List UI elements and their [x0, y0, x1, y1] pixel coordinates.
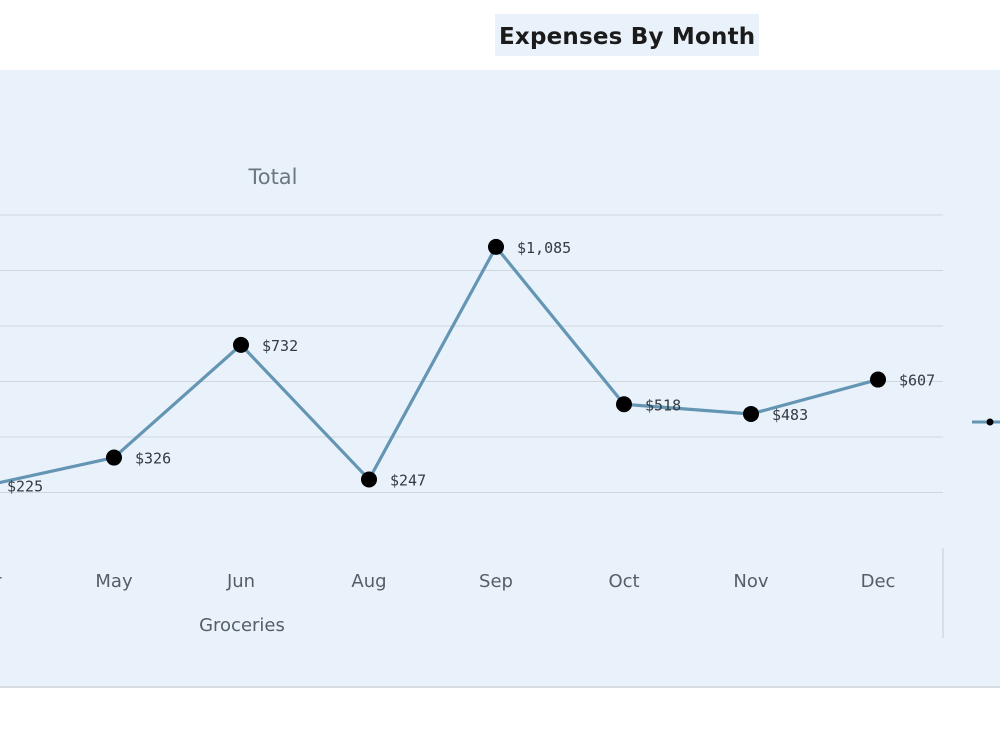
data-point-oct: [616, 396, 632, 413]
x-tick-dec: Dec: [861, 571, 896, 592]
data-label-apr: $225: [7, 478, 43, 496]
data-label-sep: $1,085: [517, 239, 571, 257]
x-tick-oct: Oct: [608, 571, 639, 592]
data-label-dec: $607: [899, 372, 935, 390]
data-label-nov: $483: [772, 406, 808, 424]
x-tick-apr: Apr: [0, 571, 2, 592]
data-point-jun: [233, 336, 249, 353]
x-axis-label: Groceries: [199, 615, 285, 636]
x-tick-labels: Apr May Jun Aug Sep Oct Nov Dec: [0, 571, 895, 592]
legend: [972, 418, 1000, 426]
data-point-sep: [488, 238, 504, 255]
chart-title: Expenses By Month: [495, 14, 760, 56]
data-label-may: $326: [135, 450, 171, 468]
data-labels: $225 $326 $732 $247 $1,085 $518 $483 $607: [7, 239, 935, 496]
series-title: Total: [247, 165, 297, 189]
gridlines: [0, 214, 943, 493]
data-point-dec: [870, 371, 886, 388]
x-tick-aug: Aug: [351, 571, 386, 592]
series-line-total: [0, 245, 879, 485]
series-markers: [106, 238, 886, 488]
x-tick-may: May: [95, 571, 133, 592]
data-label-oct: $518: [645, 396, 681, 414]
legend-marker-swatch: [986, 418, 994, 426]
x-tick-nov: Nov: [733, 571, 768, 592]
data-point-nov: [743, 405, 759, 422]
data-point-may: [106, 449, 122, 466]
data-label-aug: $247: [390, 471, 426, 489]
x-tick-sep: Sep: [479, 571, 513, 592]
plot-area: [0, 70, 1000, 688]
data-label-jun: $732: [262, 337, 298, 355]
data-point-aug: [361, 471, 377, 488]
x-tick-jun: Jun: [226, 571, 255, 592]
